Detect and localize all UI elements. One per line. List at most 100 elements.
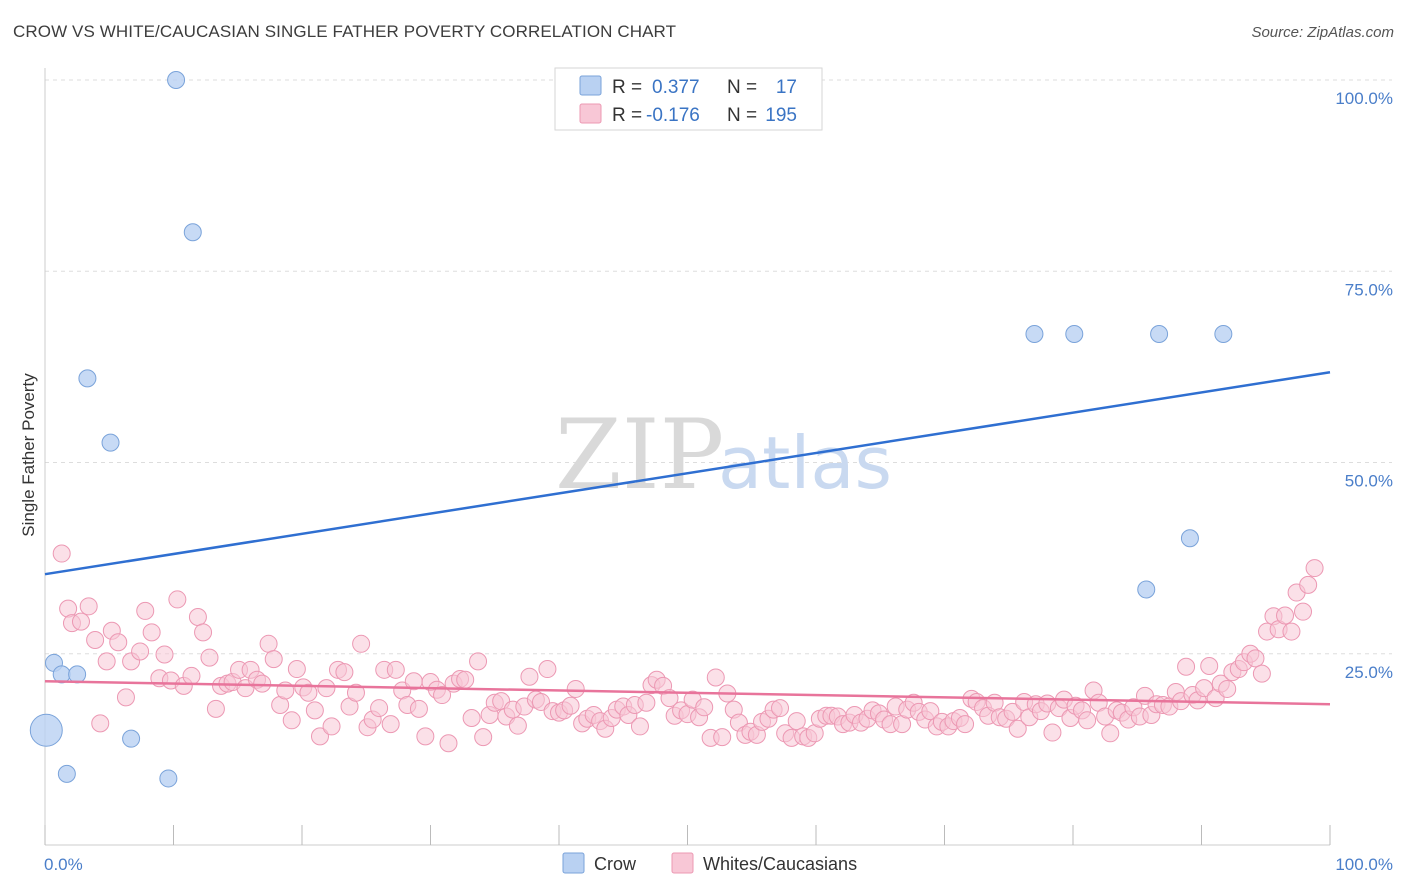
chart-title: CROW VS WHITE/CAUCASIAN SINGLE FATHER PO… xyxy=(13,22,677,41)
white-point xyxy=(538,660,557,679)
crow-point xyxy=(159,769,178,788)
white-point xyxy=(299,683,318,702)
white-point xyxy=(136,601,155,620)
crow-point xyxy=(68,665,87,684)
y-tick-label: 25.0% xyxy=(1345,663,1393,682)
white-point xyxy=(317,679,336,698)
trend-lines xyxy=(44,370,1331,706)
y-tick-label: 50.0% xyxy=(1345,472,1393,491)
white-point xyxy=(660,689,679,708)
white-point xyxy=(352,634,371,653)
white-point xyxy=(52,544,71,563)
white-point xyxy=(109,633,128,652)
bottom-legend-white-swatch xyxy=(671,852,694,874)
white-point xyxy=(259,634,278,653)
white-point xyxy=(194,623,213,642)
crow-point xyxy=(78,369,97,388)
white-point xyxy=(1078,711,1097,730)
white-point xyxy=(637,693,656,712)
white-point xyxy=(97,652,116,671)
white-point xyxy=(310,727,329,746)
legend-white-swatch xyxy=(579,103,602,124)
legend-crow-n-label: N = xyxy=(727,77,757,98)
white-point xyxy=(921,702,940,721)
white-point xyxy=(142,623,161,642)
white-point xyxy=(469,652,488,671)
white-point xyxy=(1195,679,1214,698)
white-point xyxy=(713,728,732,747)
white-point xyxy=(381,715,400,734)
white-point xyxy=(630,717,649,736)
bottom-legend: Crow Whites/Caucasians xyxy=(562,852,857,874)
crow-point xyxy=(167,71,186,89)
white-point xyxy=(131,642,150,661)
white-point xyxy=(86,630,105,649)
white-point xyxy=(322,717,341,736)
white-point xyxy=(1252,664,1271,683)
white-point xyxy=(155,645,174,664)
white-point xyxy=(433,686,452,705)
white-point xyxy=(91,714,110,733)
source-credit: Source: ZipAtlas.com xyxy=(1251,24,1394,41)
white-point xyxy=(508,716,527,735)
white-point xyxy=(956,715,975,734)
bottom-legend-white-label: Whites/Caucasians xyxy=(703,854,857,874)
legend-crow-n-value: 17 xyxy=(776,77,797,98)
axes xyxy=(44,68,1331,846)
white-point xyxy=(1305,559,1324,578)
crow-point xyxy=(101,433,120,452)
white-point xyxy=(370,699,389,718)
crow-point xyxy=(57,764,76,783)
watermark: ZIP atlas xyxy=(555,399,892,511)
y-tick-label: 100.0% xyxy=(1335,89,1393,108)
white-point xyxy=(188,608,207,627)
white-point xyxy=(71,612,90,631)
white-point xyxy=(1008,719,1027,738)
white-point xyxy=(335,663,354,682)
watermark-zip: ZIP xyxy=(555,399,724,511)
white-point xyxy=(206,699,225,718)
white-point xyxy=(253,674,272,693)
white-point xyxy=(287,660,306,679)
y-axis-label: Single Father Poverty xyxy=(19,373,38,537)
white-trend-line xyxy=(44,680,1331,706)
white-point xyxy=(346,683,365,702)
crow-point xyxy=(1137,580,1156,599)
crow-point xyxy=(1214,324,1233,343)
y-tick-labels: 100.0% 75.0% 50.0% 25.0% xyxy=(1335,89,1393,682)
legend-white-r-label: R = xyxy=(612,105,642,126)
white-point xyxy=(416,727,435,746)
white-point xyxy=(1218,679,1237,698)
white-point xyxy=(1282,622,1301,641)
watermark-atlas: atlas xyxy=(718,421,892,505)
white-point xyxy=(1177,657,1196,676)
white-point xyxy=(409,699,428,718)
white-point xyxy=(264,650,283,669)
crow-point xyxy=(1180,529,1199,548)
white-point xyxy=(168,590,187,609)
white-point xyxy=(1043,723,1062,742)
crow-point xyxy=(122,729,141,748)
white-point xyxy=(771,699,790,718)
crow-point xyxy=(1150,324,1169,343)
white-point xyxy=(116,688,135,707)
gridlines xyxy=(45,79,1392,655)
white-point xyxy=(1200,656,1219,675)
white-point xyxy=(695,698,714,717)
crow-points xyxy=(29,71,1233,788)
whites-caucasians-points xyxy=(52,544,1324,753)
white-point xyxy=(1003,702,1022,721)
legend-crow-r-value: 0.377 xyxy=(652,77,700,98)
white-point xyxy=(1246,649,1265,668)
white-point xyxy=(462,709,481,728)
white-point xyxy=(305,701,324,720)
bottom-legend-crow-swatch xyxy=(562,852,585,874)
x-tick-label-start: 0.0% xyxy=(44,855,83,874)
x-tick-labels: 0.0% 100.0% xyxy=(44,855,1393,874)
legend-white-n-label: N = xyxy=(727,105,757,126)
crow-point xyxy=(1025,324,1044,343)
white-point xyxy=(566,679,585,698)
white-point xyxy=(520,667,539,686)
legend-crow-r-label: R = xyxy=(612,77,642,98)
